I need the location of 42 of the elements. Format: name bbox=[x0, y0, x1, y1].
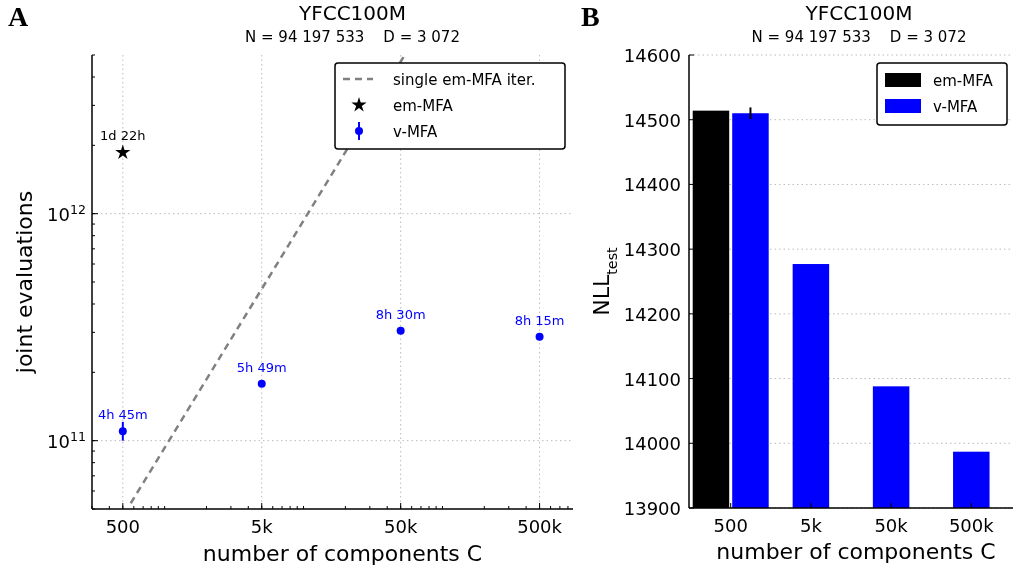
annotation: 8h 15m bbox=[514, 312, 565, 328]
chart-title: YFCC100M bbox=[804, 1, 913, 25]
chart-title: YFCC100M bbox=[297, 1, 407, 25]
point bbox=[535, 332, 544, 341]
y-tick-label: 10$^{11}$ bbox=[47, 428, 86, 452]
x-tick-label: 500k bbox=[948, 515, 995, 536]
annotation: 5h 49m bbox=[236, 359, 287, 375]
annotation: 4h 45m bbox=[97, 407, 148, 423]
y-tick-label: 13900 bbox=[623, 498, 681, 519]
x-tick-label: 500 bbox=[105, 516, 140, 537]
annotation: 1d 22h bbox=[100, 128, 146, 144]
legend-label: em-MFA bbox=[933, 72, 994, 90]
text: B bbox=[581, 1, 600, 32]
x-tick-label: 5k bbox=[250, 516, 274, 537]
legend-label: v-MFA bbox=[393, 123, 439, 141]
y-tick-label: 14400 bbox=[623, 174, 681, 196]
x-tick-label: 50k bbox=[874, 515, 909, 536]
legend-label: single em-MFA iter. bbox=[393, 71, 536, 89]
x-axis-title: number of components C bbox=[202, 541, 483, 566]
y-axis-title: joint evaluations bbox=[12, 190, 37, 375]
point bbox=[118, 427, 127, 436]
x-tick-label: 5k bbox=[799, 515, 823, 536]
point bbox=[115, 144, 131, 159]
x-tick-label: 50k bbox=[384, 516, 418, 537]
y-tick-label: 14500 bbox=[623, 109, 681, 131]
annotation: 8h 30m bbox=[375, 306, 426, 322]
y-tick-label: 14200 bbox=[623, 303, 681, 325]
y-tick-label: 14100 bbox=[623, 368, 681, 390]
point bbox=[257, 379, 266, 388]
y-tick-label: 14600 bbox=[623, 45, 681, 66]
y-tick-label: 10$^{12}$ bbox=[47, 201, 86, 225]
chart-subtitle: N = 94 197 533 D = 3 072 bbox=[245, 28, 460, 46]
chart-subtitle: N = 94 197 533 D = 3 072 bbox=[751, 28, 967, 46]
x-tick-label: 500k bbox=[517, 516, 563, 537]
x-axis-title: number of components C bbox=[716, 539, 996, 564]
legend-label: em-MFA bbox=[393, 97, 454, 115]
text: A bbox=[8, 1, 29, 32]
legend-label: v-MFA bbox=[933, 98, 979, 116]
x-tick-label: 500 bbox=[713, 515, 748, 536]
point bbox=[396, 326, 405, 335]
y-tick-label: 14000 bbox=[623, 433, 681, 455]
y-tick-label: 14300 bbox=[623, 239, 681, 261]
